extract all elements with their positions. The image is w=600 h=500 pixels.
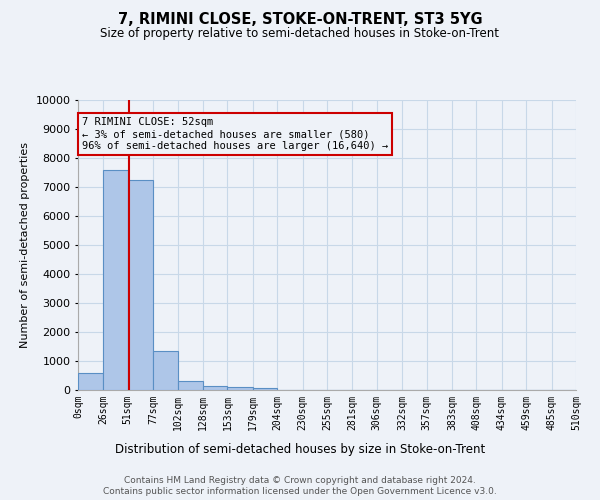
Bar (227, 387, 253, 390)
Y-axis label: Number of semi-detached properties: Number of semi-detached properties (20, 142, 30, 348)
Text: Contains HM Land Registry data © Crown copyright and database right 2024.: Contains HM Land Registry data © Crown c… (124, 476, 476, 485)
Bar (178, 382, 203, 390)
Bar (203, 386, 227, 390)
Text: Distribution of semi-detached houses by size in Stoke-on-Trent: Distribution of semi-detached houses by … (115, 442, 485, 456)
Bar (78, 373, 103, 390)
Text: Size of property relative to semi-detached houses in Stoke-on-Trent: Size of property relative to semi-detach… (101, 28, 499, 40)
Text: Contains public sector information licensed under the Open Government Licence v3: Contains public sector information licen… (103, 488, 497, 496)
Bar (128, 180, 153, 390)
Text: 7, RIMINI CLOSE, STOKE-ON-TRENT, ST3 5YG: 7, RIMINI CLOSE, STOKE-ON-TRENT, ST3 5YG (118, 12, 482, 28)
Bar (153, 351, 178, 390)
Bar (103, 170, 128, 390)
Bar (253, 388, 277, 390)
Text: 7 RIMINI CLOSE: 52sqm
← 3% of semi-detached houses are smaller (580)
96% of semi: 7 RIMINI CLOSE: 52sqm ← 3% of semi-detac… (82, 118, 388, 150)
